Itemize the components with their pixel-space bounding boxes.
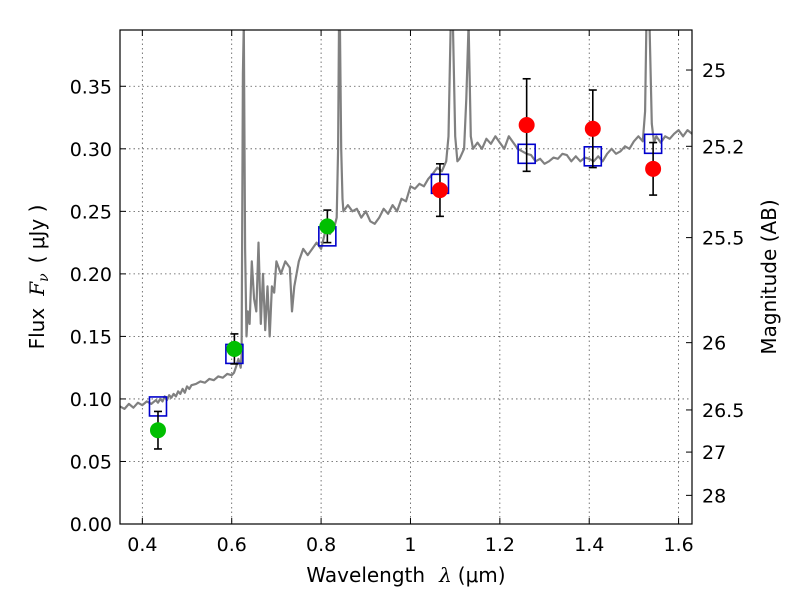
optical-data-point xyxy=(226,340,243,357)
x-axis-label-symbol: λ xyxy=(438,563,452,587)
y-tick-label: 0.30 xyxy=(70,139,112,161)
y-axis-label-symbol: F xyxy=(25,281,49,297)
nir-data-point xyxy=(645,160,662,177)
y-tick-label: 0.35 xyxy=(70,76,112,98)
axis-ticks: 0.4 0.6 0.8 1 1.2 1.4 1.6 0.00 0.05 0.10 0.15 0.20 0… xyxy=(70,30,744,556)
y-tick-label: 0.20 xyxy=(70,264,112,286)
right-tick-label: 25 xyxy=(702,60,726,82)
y-tick-label: 0.00 xyxy=(70,514,112,536)
nir-data-point xyxy=(431,182,448,199)
x-tick-label: 0.8 xyxy=(306,534,336,556)
y-axis-label-unit: ( μJy ) xyxy=(25,205,49,264)
right-tick-label: 25.5 xyxy=(702,228,744,250)
x-tick-label: 1 xyxy=(404,534,416,556)
nir-data-point xyxy=(584,120,601,137)
right-tick-label: 26.5 xyxy=(702,400,744,422)
right-tick-label: 27 xyxy=(702,442,726,464)
x-axis-label: Wavelength λ (μm) xyxy=(306,563,505,587)
right-tick-label: 25.2 xyxy=(702,136,744,158)
optical-data-point xyxy=(319,218,336,235)
x-tick-label: 1.4 xyxy=(574,534,604,556)
y-axis-label: Flux Fν ( μJy ) xyxy=(25,205,52,350)
optical-data-point xyxy=(149,422,166,439)
x-tick-label: 0.4 xyxy=(127,534,157,556)
right-tick-label: 26 xyxy=(702,333,726,355)
photometry-points-layer xyxy=(148,77,663,450)
y-tick-label: 0.15 xyxy=(70,326,112,348)
y-tick-label: 0.25 xyxy=(70,201,112,223)
y-axis-label-subscript: ν xyxy=(36,273,52,282)
x-axis-label-unit: (μm) xyxy=(458,563,506,587)
y-axis-label-text: Flux xyxy=(25,308,49,350)
y-tick-label: 0.10 xyxy=(70,389,112,411)
right-axis-label: Magnitude (AB) xyxy=(757,199,781,354)
nir-data-point xyxy=(518,117,535,134)
y-tick-label: 0.05 xyxy=(70,451,112,473)
x-tick-label: 1.2 xyxy=(485,534,515,556)
x-tick-label: 1.6 xyxy=(663,534,693,556)
plot-frame xyxy=(119,29,693,525)
x-axis-label-text: Wavelength xyxy=(306,563,425,587)
x-tick-label: 0.6 xyxy=(217,534,247,556)
right-tick-label: 28 xyxy=(702,485,726,507)
